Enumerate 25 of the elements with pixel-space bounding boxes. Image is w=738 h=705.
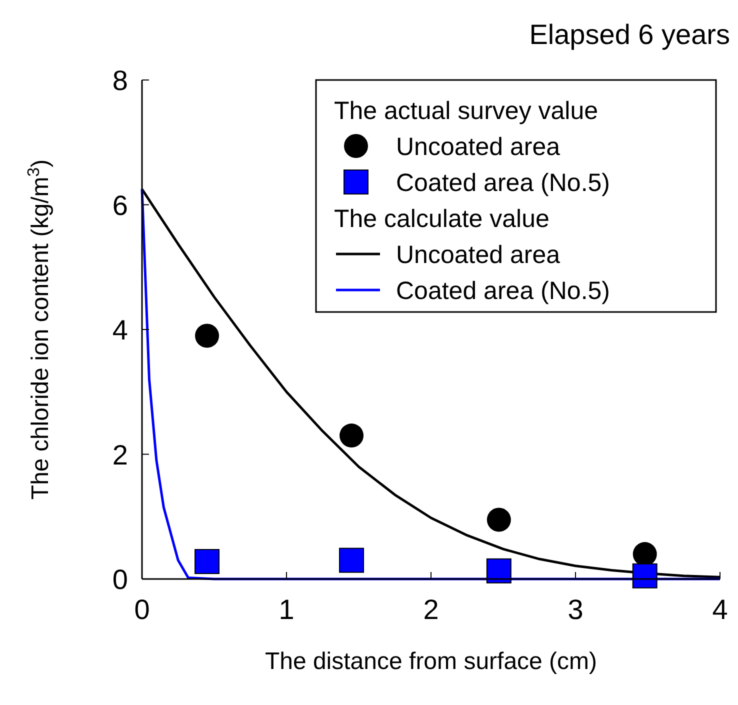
x-tick-label: 0 — [134, 594, 150, 625]
point — [486, 508, 511, 532]
legend-label: Uncoated area — [396, 241, 560, 269]
chart-title: Elapsed 6 years — [529, 19, 730, 50]
point — [195, 324, 220, 348]
x-tick-label: 3 — [568, 594, 584, 625]
point — [340, 424, 364, 448]
annotation: The actual survey value — [334, 97, 598, 125]
legend-label: Uncoated area — [396, 133, 560, 161]
x-tick-label: 1 — [278, 594, 294, 625]
x-axis-title: The distance from surface (cm) — [264, 648, 598, 675]
y-tick-label: 6 — [112, 190, 128, 221]
legend-label: Coated area (No.5) — [396, 277, 610, 305]
x-tick-label: 4 — [712, 594, 728, 625]
legend-label: Coated area (No.5) — [396, 169, 610, 197]
point — [632, 563, 658, 588]
annotation: The calculate value — [334, 205, 550, 233]
point — [339, 548, 364, 573]
y-tick-label: 4 — [112, 314, 128, 346]
y-tick-label: 8 — [112, 65, 128, 96]
x-tick-label: 2 — [423, 594, 439, 625]
y-tick-label: 0 — [112, 564, 128, 595]
y-tick-label: 2 — [112, 439, 128, 470]
point — [486, 558, 512, 584]
point — [194, 549, 220, 574]
